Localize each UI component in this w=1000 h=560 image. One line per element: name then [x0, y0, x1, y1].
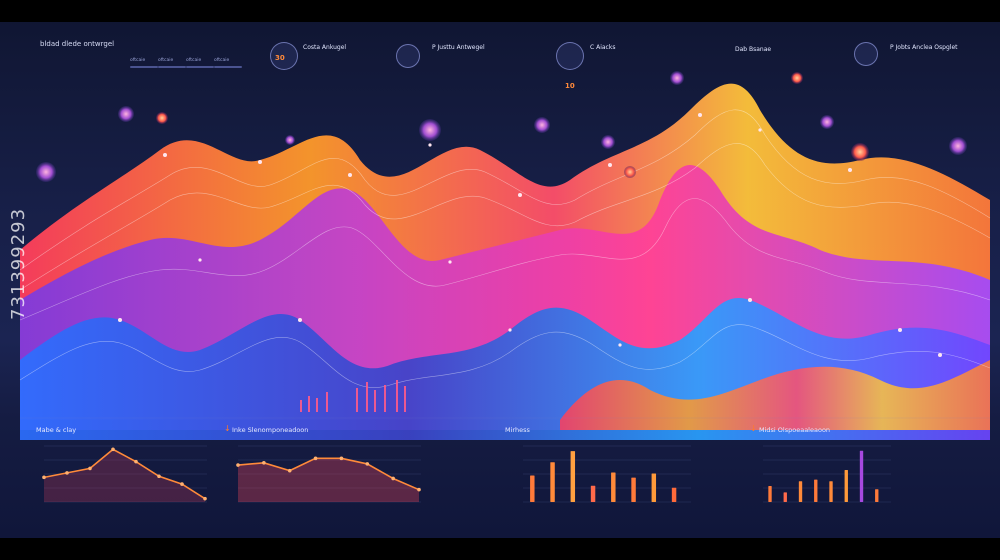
bar	[844, 470, 848, 502]
data-point	[262, 461, 266, 465]
chip-bar	[186, 66, 214, 68]
bar	[570, 451, 576, 502]
stat-title-5: P Jobts Anclea Ospglet	[890, 44, 958, 51]
area-fill	[238, 458, 419, 502]
chip-2: oftcaie	[158, 58, 174, 63]
bar	[814, 479, 818, 502]
chart-2	[236, 445, 421, 503]
data-point	[287, 468, 292, 473]
data-point	[180, 482, 184, 486]
stat-title-4: Dab Bsanae	[735, 46, 772, 53]
area-fill	[44, 449, 205, 502]
chip-bar	[158, 66, 186, 68]
data-point	[391, 476, 395, 481]
data-point	[88, 466, 92, 471]
data-point	[157, 474, 161, 479]
chart-3	[523, 445, 691, 503]
chip-3: oftcaie	[186, 58, 202, 63]
data-point	[134, 459, 138, 464]
bar	[875, 489, 879, 502]
bar	[611, 472, 616, 502]
arrow-down-icon: ↓	[224, 424, 231, 433]
stat-title-2: P Justtu Antwegel	[432, 44, 485, 51]
stock-watermark: 731399293	[8, 207, 29, 320]
stat-title-3: C Aiacks	[590, 44, 616, 51]
bar	[768, 486, 772, 502]
chip-bar	[130, 66, 158, 68]
bar	[590, 485, 596, 502]
stat-ring-1	[270, 42, 298, 70]
stat-title-1: Costa Ankugel	[303, 44, 347, 51]
data-point	[42, 475, 46, 480]
data-point	[65, 471, 69, 475]
stat-ring-2	[396, 44, 420, 68]
bar	[651, 473, 657, 502]
series-line	[237, 457, 420, 491]
arrow-down-icon: ↓	[750, 424, 757, 433]
chip-bar	[214, 66, 242, 68]
sidebar-title: bldad dlede ontwrgel	[40, 40, 115, 48]
chip-1: oftcaie	[130, 58, 146, 63]
data-point	[236, 463, 240, 467]
data-point	[313, 456, 318, 461]
data-point	[203, 496, 207, 501]
chart-1	[42, 445, 207, 503]
bar	[631, 477, 636, 502]
data-point	[339, 456, 344, 461]
stat-badge-3: 10	[565, 82, 575, 90]
chip-4: oftcaie	[214, 58, 230, 63]
stat-badge-1: 30	[275, 54, 285, 62]
stat-ring-5	[854, 42, 878, 66]
bar	[859, 450, 864, 502]
chart-3-title: Mirhess	[505, 426, 530, 434]
data-point	[111, 447, 115, 452]
data-point	[417, 487, 421, 492]
bar	[829, 481, 833, 502]
series-line	[43, 448, 206, 500]
bar	[783, 492, 787, 502]
chart-4	[763, 445, 891, 503]
chart-2-title: Inke Slenomponeadoon	[232, 426, 309, 434]
bar	[671, 487, 677, 502]
data-point	[365, 462, 370, 466]
stat-ring-3	[556, 42, 584, 70]
chart-1-title: Mabe & clay	[36, 426, 77, 434]
bar	[798, 481, 803, 502]
chart-4-title: Midsi Olspoeaaleaoon	[759, 426, 831, 434]
bar	[550, 462, 555, 502]
bar	[530, 475, 535, 502]
